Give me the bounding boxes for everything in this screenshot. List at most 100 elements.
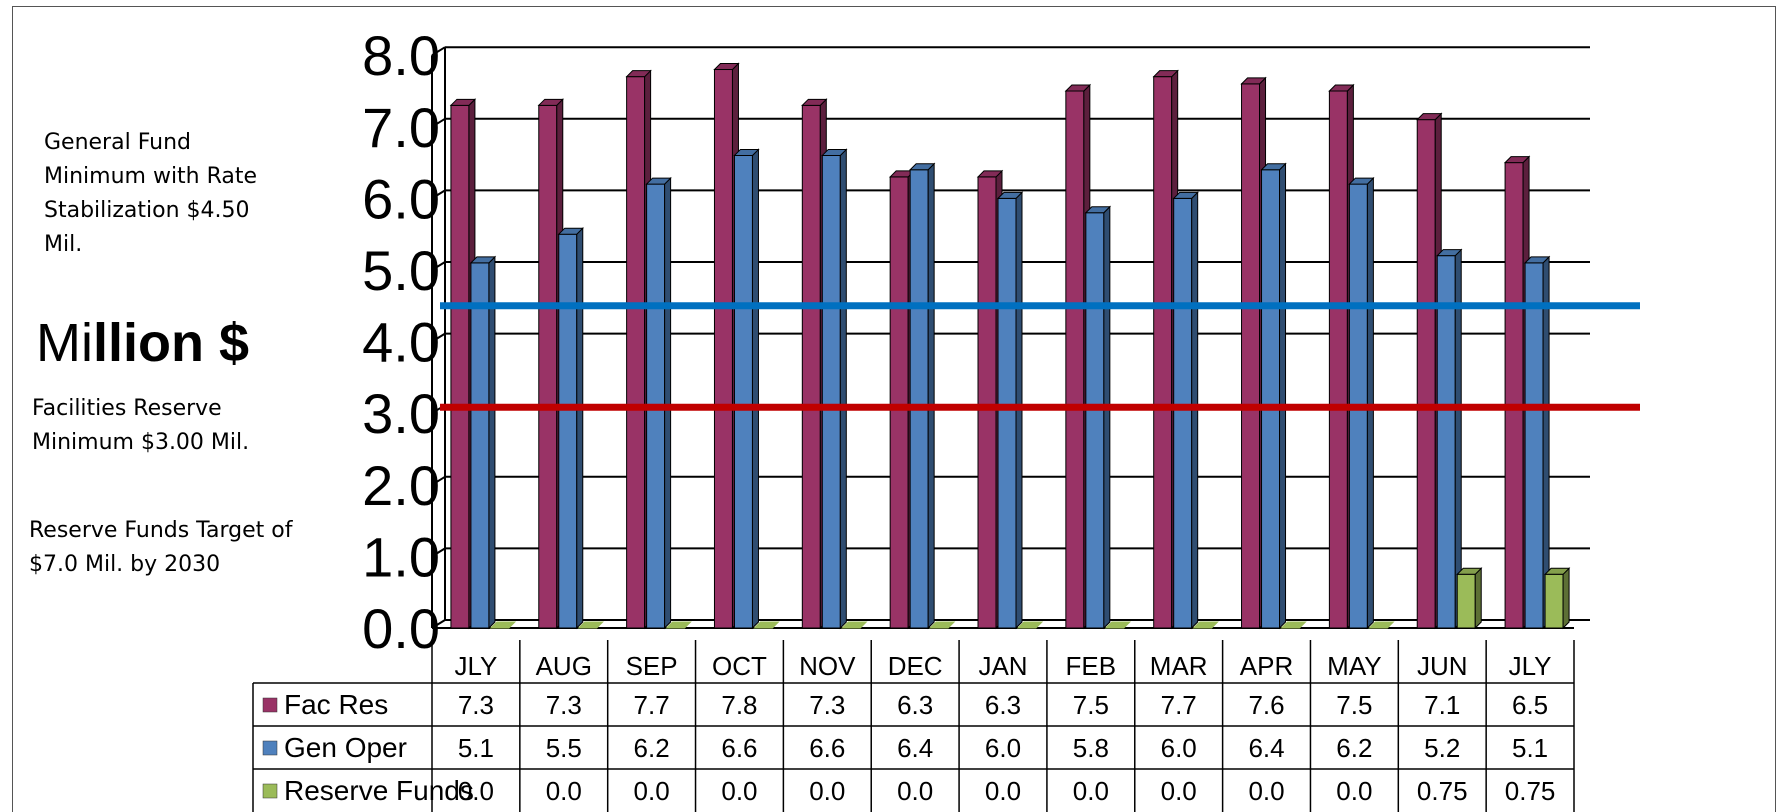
general-fund-note: General Fund Minimum with Rate Stabiliza…	[44, 130, 258, 257]
fac-res-bar	[977, 176, 997, 629]
y-axis-label-part-2: llion $	[92, 313, 249, 373]
chart-frame	[12, 6, 1776, 812]
fac-res-bar	[450, 104, 470, 629]
gridline-side	[431, 189, 446, 200]
data-label: 7.1	[1424, 690, 1460, 720]
gen-oper-bar-top	[908, 163, 936, 171]
legend-swatch	[262, 783, 278, 799]
gridline-side	[431, 547, 446, 558]
data-label: 6.3	[897, 690, 933, 720]
data-label: 0.0	[1073, 776, 1109, 806]
reserve-funds-bar-side	[1474, 567, 1482, 630]
data-label: 0.0	[1336, 776, 1372, 806]
data-label: 5.1	[458, 733, 494, 763]
gen-oper-bar-top	[996, 191, 1024, 199]
gen-oper-bar-side	[576, 226, 584, 630]
x-tick-label: OCT	[712, 651, 767, 681]
y-tick-label: 0.0	[362, 597, 440, 660]
fac-res-bar	[1065, 90, 1085, 629]
fac-res-bar	[1504, 162, 1524, 629]
legend-label: Gen Oper	[284, 732, 407, 763]
fac-res-bar	[1328, 90, 1348, 629]
facilities-reserve-note: Facilities Reserve Minimum $3.00 Mil.	[32, 396, 250, 455]
data-label: 7.7	[1161, 690, 1197, 720]
gen-oper-bar-side	[1103, 205, 1111, 630]
reserve-funds-bar	[1544, 573, 1564, 629]
data-label: 6.4	[897, 733, 933, 763]
data-label: 0.0	[721, 776, 757, 806]
legend-label: Fac Res	[284, 689, 388, 720]
gridline-side	[431, 261, 446, 271]
gridline-side	[431, 117, 446, 128]
reserve-funds-bar	[841, 621, 868, 629]
x-tick-label: JAN	[978, 651, 1027, 681]
data-label: 0.0	[1161, 776, 1197, 806]
gen-oper-bar-top	[733, 148, 760, 156]
y-tick-label: 3.0	[362, 382, 440, 445]
data-label: 6.2	[634, 733, 670, 763]
data-label: 0.0	[985, 776, 1021, 806]
gen-oper-bar-side	[1366, 176, 1374, 630]
gen-oper-bar-side	[664, 176, 672, 630]
x-tick-label: SEP	[626, 651, 678, 681]
x-tick-label: JLY	[454, 651, 497, 681]
y-tick-label: 4.0	[362, 311, 440, 374]
gridline-side	[431, 332, 446, 343]
gen-oper-bar	[1173, 197, 1193, 629]
fac-res-bar-top	[537, 98, 564, 106]
fac-res-bar-top	[1328, 84, 1355, 92]
gen-oper-bar-side	[751, 148, 759, 630]
gen-oper-bar	[997, 197, 1017, 629]
reserve-funds-bar	[1104, 621, 1132, 629]
reserve-target-note: Reserve Funds Target of $7.0 Mil. by 203…	[29, 518, 293, 577]
data-label: 7.7	[634, 690, 670, 720]
gen-oper-bar-top	[469, 256, 497, 264]
data-label: 7.5	[1073, 690, 1109, 720]
reserve-funds-bar	[1456, 573, 1476, 629]
data-label: 6.6	[809, 733, 845, 763]
data-label: 0.0	[897, 776, 933, 806]
reserve-funds-bar	[1280, 621, 1307, 629]
reserve-funds-bar	[1192, 621, 1219, 629]
data-label: 6.0	[1161, 733, 1197, 763]
x-tick-label: JLY	[1509, 651, 1552, 681]
gen-oper-bar	[470, 262, 490, 629]
reserve-funds-bar	[1368, 621, 1395, 629]
fac-res-bar-top	[625, 70, 652, 78]
fac-res-bar-top	[1064, 84, 1092, 92]
reserve-funds-bar-side	[1562, 567, 1570, 630]
gridline-side	[431, 46, 446, 57]
data-label: 6.3	[985, 690, 1021, 720]
data-label: 0.0	[809, 776, 845, 806]
reserve-funds-bar-top	[1456, 567, 1483, 575]
x-tick-label: MAR	[1150, 651, 1208, 681]
fac-res-bar-top	[976, 170, 1004, 178]
gen-oper-bar-top	[1084, 206, 1112, 214]
fac-res-bar-top	[801, 98, 828, 106]
y-axis-label: Million $	[36, 312, 249, 374]
data-label: 7.5	[1336, 690, 1372, 720]
data-label: 0.75	[1505, 776, 1556, 806]
fac-res-bar	[1416, 119, 1436, 629]
fac-res-bar	[626, 76, 646, 629]
fac-res-bar	[889, 176, 909, 629]
data-label: 0.75	[1417, 776, 1468, 806]
fac-res-bar-top	[449, 98, 477, 106]
gen-oper-bar-top	[557, 227, 584, 235]
fac-res-bar-top	[713, 63, 740, 71]
legend-swatch	[262, 697, 278, 713]
fac-res-bar-top	[1503, 156, 1531, 164]
x-tick-label: FEB	[1066, 651, 1117, 681]
y-axis-label-part-1: Mi	[36, 313, 93, 373]
x-tick-label: APR	[1240, 651, 1293, 681]
reserve-funds-bar-top	[1543, 567, 1571, 575]
x-tick-label: DEC	[888, 651, 943, 681]
gen-oper-bar-top	[1172, 191, 1199, 199]
y-tick-label: 6.0	[362, 167, 440, 230]
data-label: 6.4	[1248, 733, 1284, 763]
reserve-funds-bar	[577, 621, 604, 629]
gen-oper-bar-top	[1348, 177, 1375, 185]
reserve-funds-bar	[1016, 621, 1044, 629]
data-label: 6.2	[1336, 733, 1372, 763]
